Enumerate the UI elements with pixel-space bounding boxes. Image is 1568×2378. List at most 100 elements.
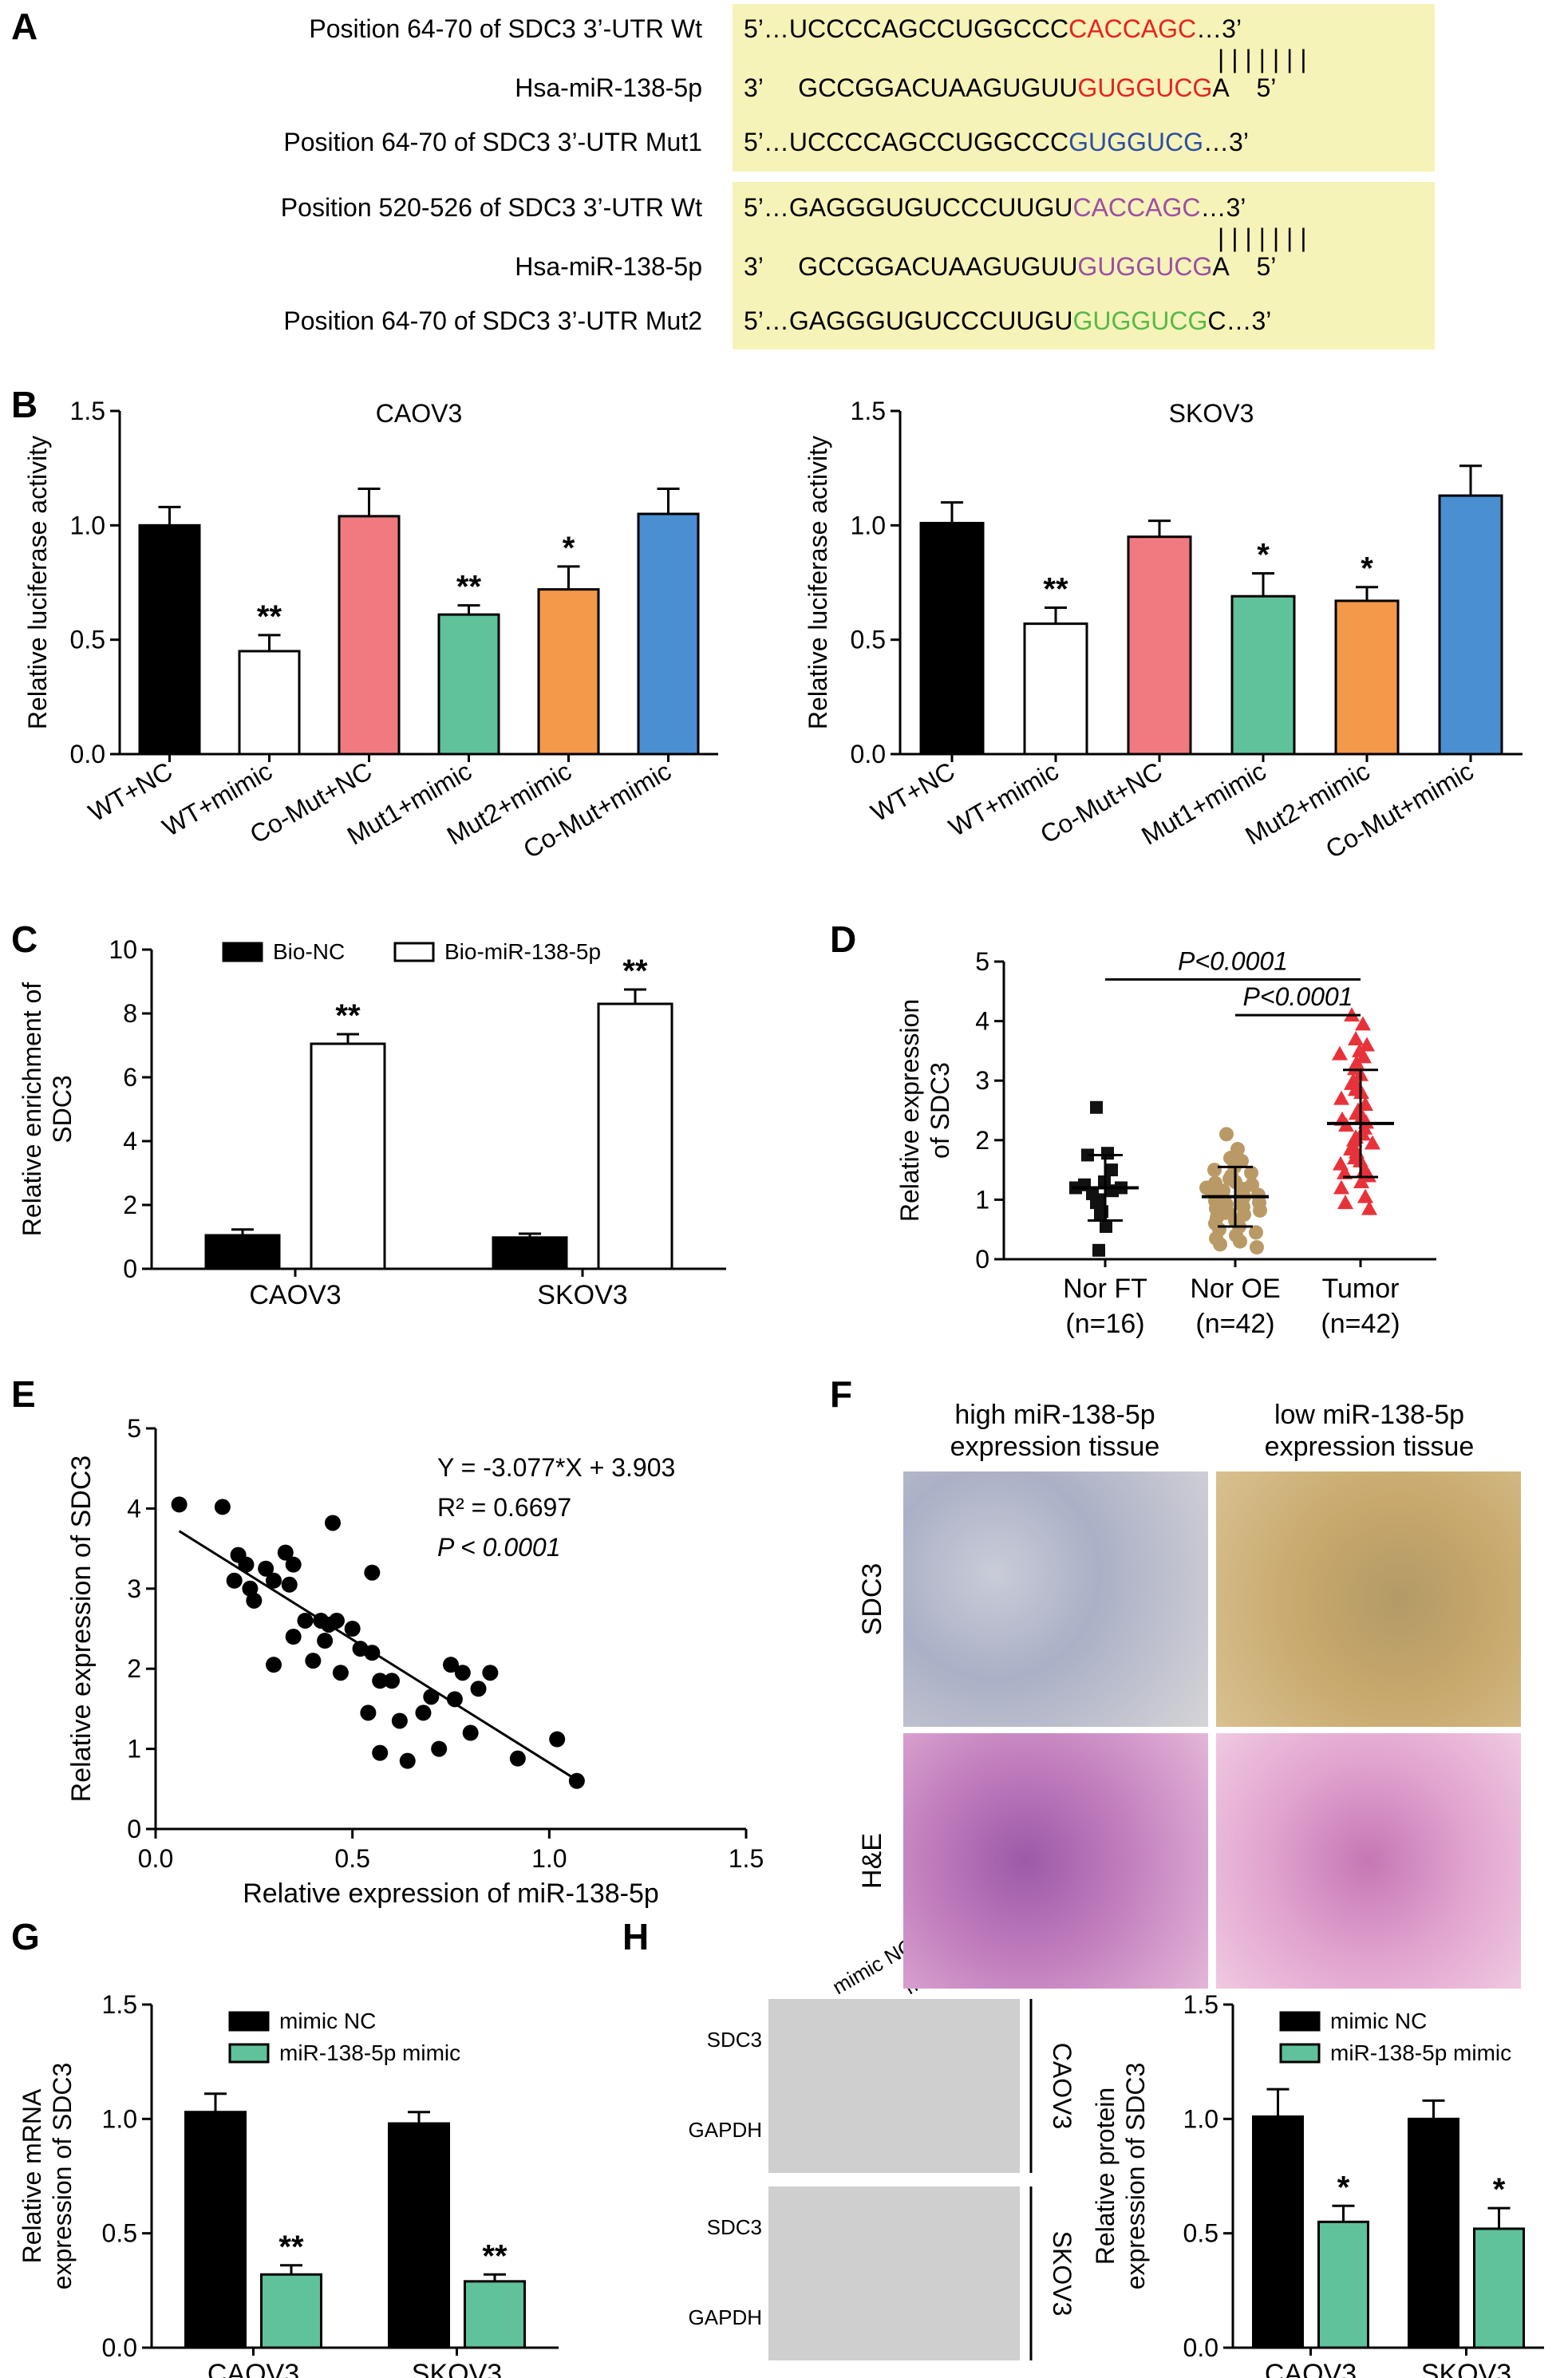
- base-pairing-lines: | | | | | | |: [1218, 45, 1307, 73]
- D-point-triangle: [1357, 1188, 1373, 1203]
- E-point: [462, 1724, 479, 1741]
- E-point: [226, 1572, 243, 1589]
- E-point: [431, 1740, 448, 1757]
- D-point-triangle: [1359, 1037, 1375, 1052]
- D-point-square: [1105, 1163, 1118, 1177]
- D-point-circle: [1213, 1237, 1227, 1252]
- C-legend-swatch: [393, 942, 435, 962]
- E-point: [372, 1673, 389, 1689]
- D-y-tick-label: 4: [975, 1007, 989, 1036]
- H-cell-label-caov3: CAOV3: [1048, 2043, 1076, 2129]
- D-y-label: Relative expression: [895, 999, 924, 1222]
- D-point-circle: [1207, 1163, 1222, 1178]
- C-y-tick-label: 8: [123, 999, 137, 1028]
- D-point-triangle: [1332, 1045, 1348, 1061]
- panel-label-f: F: [830, 1373, 853, 1415]
- E-point: [372, 1744, 389, 1761]
- C-significance: **: [335, 998, 361, 1033]
- D-point-triangle: [1337, 1195, 1353, 1210]
- E-point: [277, 1544, 294, 1561]
- D-point-circle: [1253, 1203, 1267, 1218]
- sequence-row-label: Position 64-70 of SDC3 3’-UTR Wt: [309, 14, 702, 43]
- D-point-square: [1101, 1147, 1114, 1160]
- sequence-prefix: 3’ GCCGGACUAAGUGUU: [744, 73, 1078, 102]
- B-right-significance: *: [1361, 551, 1373, 587]
- E-point: [328, 1612, 345, 1629]
- sequence-row-label: Position 64-70 of SDC3 3’-UTR Mut2: [283, 306, 702, 335]
- E-point: [443, 1657, 459, 1673]
- H-blot-row-label: SDC3: [707, 2028, 762, 2052]
- panel-label-a: A: [11, 6, 38, 47]
- H-chart-significance: *: [1337, 2170, 1350, 2205]
- western-blot-skov3: [768, 2186, 1020, 2360]
- G-bar: [388, 2122, 450, 2349]
- D-y-tick-label: 1: [975, 1185, 989, 1214]
- D-point-square: [1092, 1243, 1105, 1257]
- D-point-triangle: [1337, 1164, 1353, 1179]
- E-y-label: Relative expression of SDC3: [66, 1456, 97, 1803]
- sequence-row-label: Position 520-526 of SDC3 3’-UTR Wt: [280, 193, 702, 222]
- B-left-bar: [338, 515, 401, 756]
- F-row-label-he: H&E: [857, 1833, 887, 1889]
- H-blot-row-label: GAPDH: [689, 2118, 762, 2142]
- H-chart-category-label: CAOV3: [1265, 2359, 1357, 2378]
- D-point-triangle: [1353, 1174, 1369, 1189]
- B-right-bar: [1127, 535, 1192, 756]
- E-point: [454, 1665, 471, 1681]
- B-right-y-tick-label: 0.5: [851, 626, 886, 654]
- D-comparison-label: P<0.0001: [1243, 982, 1353, 1011]
- D-point-circle: [1249, 1225, 1263, 1240]
- D-group-label: Nor OE: [1190, 1274, 1280, 1304]
- G-bar: [464, 2280, 526, 2349]
- E-point: [391, 1712, 408, 1729]
- E-point: [415, 1704, 432, 1721]
- B-right-title: SKOV3: [1169, 399, 1254, 428]
- B-left-bar: [437, 613, 500, 756]
- H-chart-bar: [1473, 2227, 1525, 2349]
- sequence-suffix: A 5’: [1212, 252, 1277, 281]
- G-category-label: CAOV3: [207, 2359, 299, 2378]
- F-column-label-low: low miR-138-5p: [1274, 1400, 1464, 1430]
- G-bar: [184, 2111, 247, 2349]
- E-equation: Y = -3.077*X + 3.903: [437, 1453, 675, 1482]
- C-legend-swatch: [222, 942, 263, 962]
- H-chart-bar: [1408, 2117, 1459, 2349]
- E-point: [332, 1665, 349, 1681]
- E-point: [364, 1564, 381, 1581]
- E-y-tick-label: 3: [127, 1574, 141, 1603]
- E-point: [509, 1750, 526, 1767]
- sequence-row: 5’…UCCCCAGCCUGGCCCCACCAGC…3’: [744, 14, 1242, 44]
- C-bar: [597, 1002, 673, 1270]
- sequence-suffix: …3’: [1200, 193, 1246, 222]
- panel-label-h: H: [622, 1916, 650, 1957]
- E-y-tick-label: 0: [127, 1815, 141, 1843]
- micrograph-sdc3-low: [1216, 1471, 1521, 1727]
- D-y-label: of SDC3: [926, 1062, 954, 1159]
- E-point: [344, 1621, 361, 1637]
- C-y-tick-label: 4: [123, 1127, 137, 1155]
- G-legend-swatch: [228, 2011, 270, 2032]
- panel-label-c: C: [11, 918, 38, 960]
- E-x-tick-label: 1.0: [531, 1844, 567, 1873]
- base-pairing-lines: | | | | | | |: [1218, 223, 1307, 252]
- C-bar: [310, 1042, 386, 1270]
- H-chart-legend-label: miR-138-5p mimic: [1330, 2040, 1511, 2065]
- E-p-value: P < 0.0001: [437, 1533, 561, 1562]
- E-y-tick-label: 1: [127, 1735, 141, 1764]
- D-point-triangle: [1333, 1179, 1349, 1195]
- H-chart-legend-swatch: [1279, 2043, 1321, 2064]
- sequence-row: 5’…UCCCCAGCCUGGCCCGUGGUCG…3’: [744, 128, 1249, 157]
- C-bar: [492, 1236, 568, 1270]
- G-y-tick-label: 1.0: [102, 2104, 137, 2133]
- E-point: [549, 1731, 566, 1748]
- sequence-row-label: Hsa-miR-138-5p: [515, 73, 702, 102]
- C-bar: [204, 1234, 281, 1270]
- H-chart-y-label: Relative protein: [1091, 2088, 1120, 2265]
- sequence-suffix: A 5’: [1212, 73, 1277, 102]
- B-right-y-tick-label: 0.0: [851, 740, 886, 768]
- E-point: [305, 1653, 322, 1669]
- F-row-label-sdc3: SDC3: [857, 1563, 887, 1636]
- sequence-prefix: 5’…GAGGGUGUCCCUUGU: [744, 306, 1073, 335]
- D-y-tick-label: 2: [975, 1126, 989, 1155]
- B-right-significance: *: [1257, 538, 1270, 573]
